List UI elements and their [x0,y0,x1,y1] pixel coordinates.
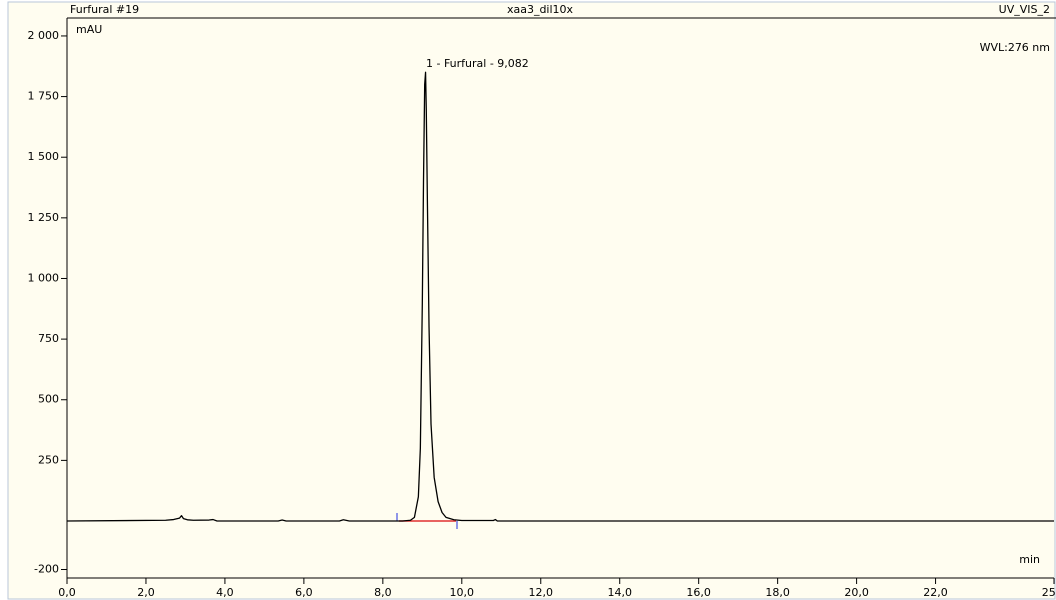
x-tick-label: 12,0 [529,586,554,599]
wavelength-label: WVL:276 nm [980,41,1050,54]
x-tick-label: 6,0 [295,586,313,599]
chart-title: xaa3_dil10x [507,3,574,16]
x-tick-label: 0,0 [58,586,76,599]
x-tick-label: 14,0 [607,586,632,599]
y-axis-label: mAU [76,23,102,36]
chart-panel [7,1,1056,600]
x-tick-label: 22,0 [923,586,948,599]
header-right: UV_VIS_2 [999,3,1050,16]
x-tick-label: 4,0 [216,586,234,599]
x-tick-label: 8,0 [374,586,392,599]
x-tick-label: 18,0 [765,586,790,599]
x-tick-label: 25,0 [1042,586,1056,599]
y-tick-label: 250 [38,453,59,466]
x-tick-label: 20,0 [844,586,869,599]
x-tick-label: 2,0 [137,586,155,599]
peak-label: 1 - Furfural - 9,082 [426,57,529,70]
x-axis-label: min [1019,553,1040,566]
y-tick-label: 500 [38,393,59,406]
y-tick-label: 1 500 [28,150,60,163]
y-tick-label: 750 [38,332,59,345]
y-tick-label: 1 250 [28,211,60,224]
x-tick-label: 10,0 [450,586,475,599]
chromatogram-trace [66,71,1054,522]
header-left: Furfural #19 [70,3,139,16]
y-tick-label: -200 [34,563,59,576]
x-tick-label: 16,0 [686,586,711,599]
y-tick-label: 2 000 [28,29,60,42]
y-tick-label: 1 000 [28,271,60,284]
y-tick-label: 1 750 [28,90,60,103]
